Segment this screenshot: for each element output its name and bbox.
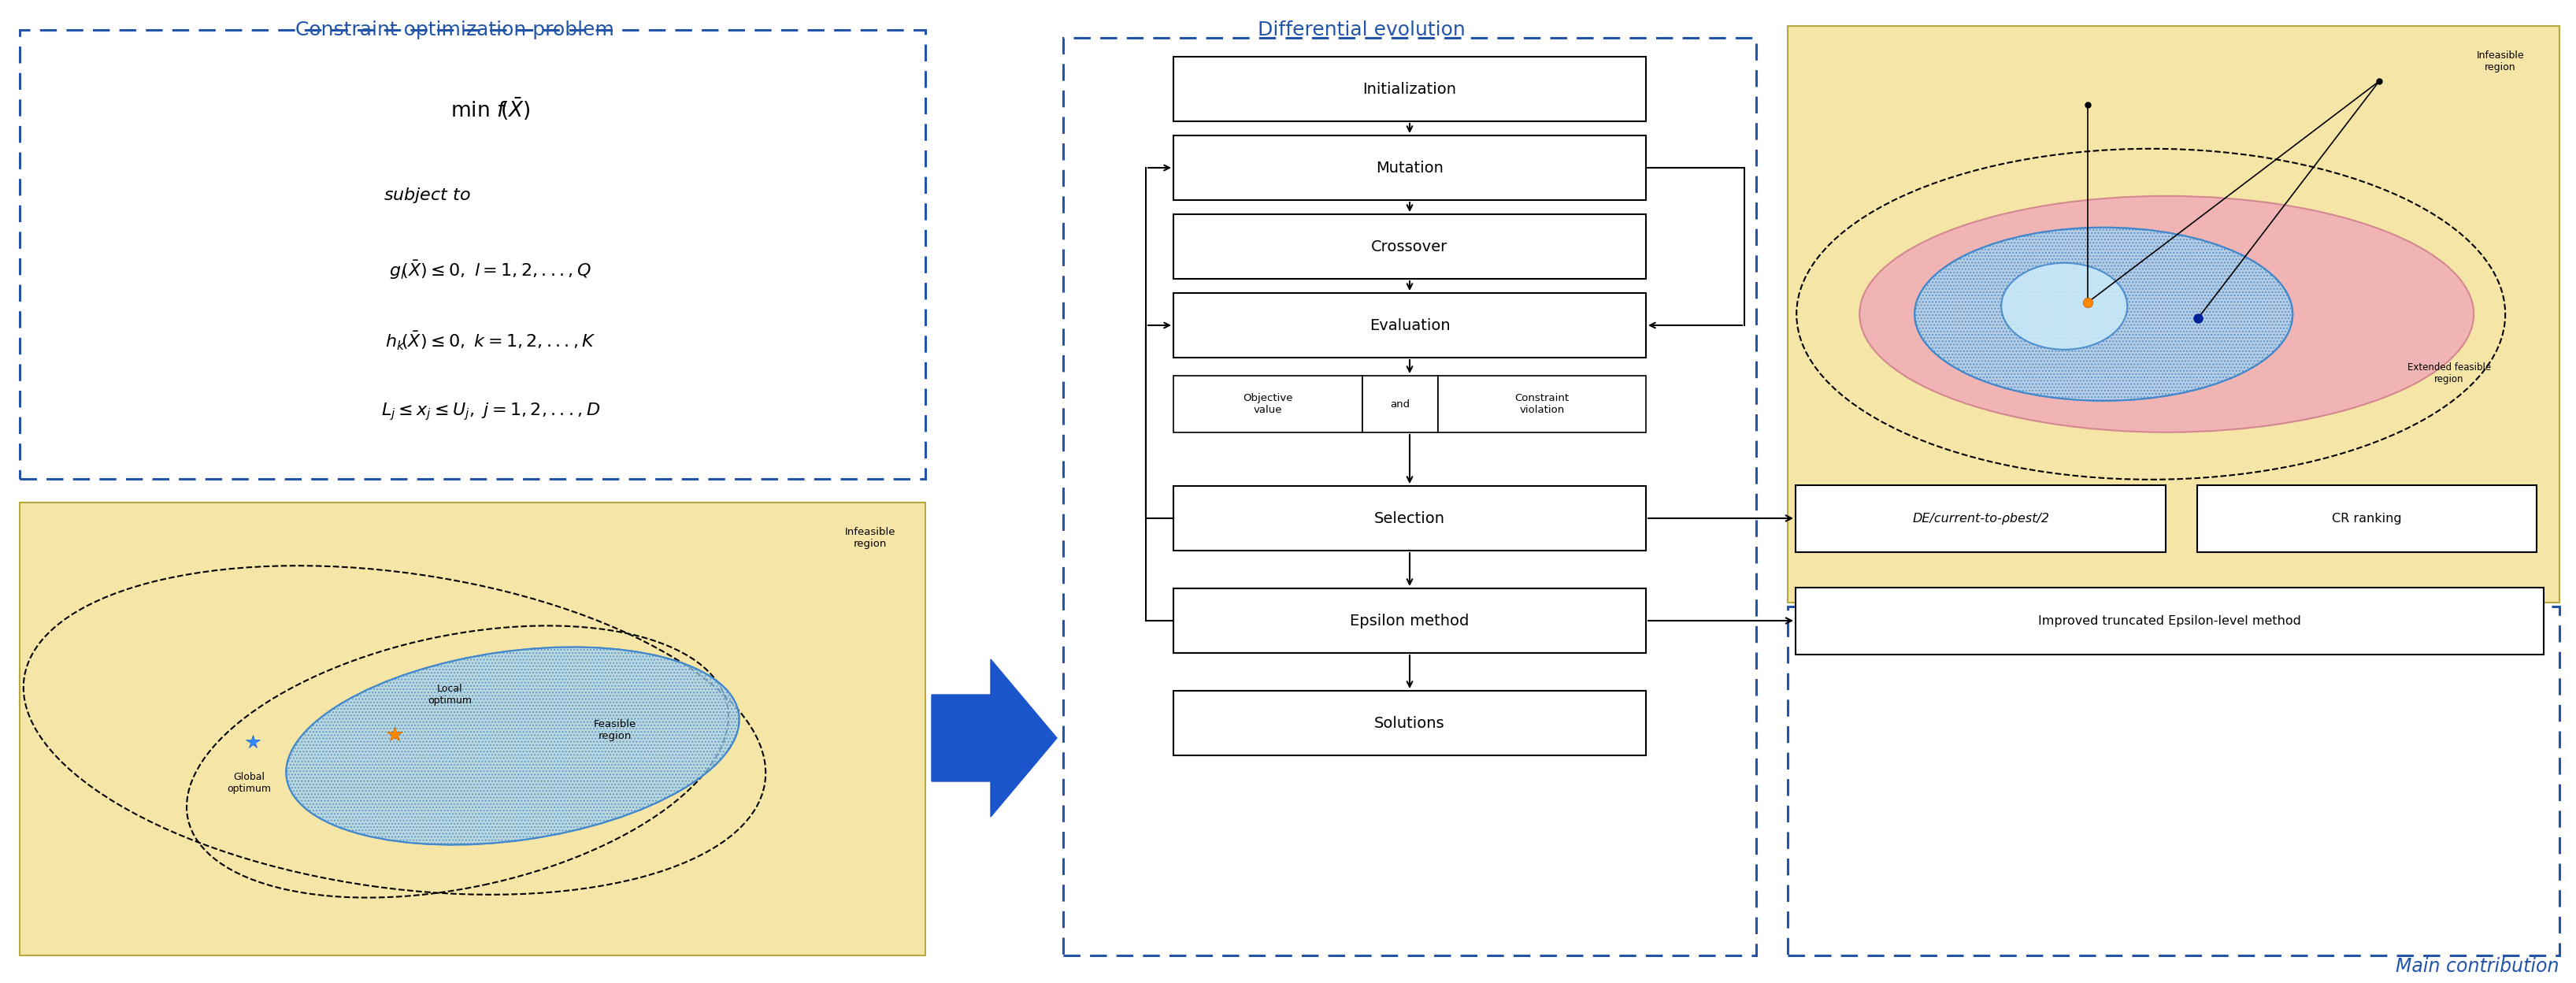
Bar: [21, 29, 925, 479]
Text: $g_l\!\left(\bar{X}\right)\leq 0,\ l=1,2,...,Q$: $g_l\!\left(\bar{X}\right)\leq 0,\ l=1,2…: [389, 259, 592, 281]
Bar: [1175, 691, 1646, 755]
Text: Constraint
violation: Constraint violation: [1515, 393, 1569, 415]
Bar: [1437, 376, 1646, 433]
Text: Selection: Selection: [1373, 511, 1445, 526]
Bar: [2197, 485, 2537, 551]
Bar: [1788, 607, 2561, 955]
Bar: [1175, 293, 1646, 358]
Text: $h_k\!\left(\bar{X}\right)\leq 0,\ k=1,2,...,K$: $h_k\!\left(\bar{X}\right)\leq 0,\ k=1,2…: [386, 330, 595, 352]
Text: CR ranking: CR ranking: [2331, 512, 2401, 524]
Bar: [1175, 57, 1646, 121]
Bar: [21, 502, 925, 955]
Ellipse shape: [2002, 262, 2128, 350]
Text: Constraint optimization problem: Constraint optimization problem: [296, 21, 613, 39]
Text: Solutions: Solutions: [1376, 716, 1445, 730]
Bar: [1795, 485, 2166, 551]
Bar: [1064, 37, 1757, 955]
Text: Initialization: Initialization: [1363, 82, 1455, 96]
Text: Local
optimum: Local optimum: [428, 684, 471, 706]
Text: Epsilon method: Epsilon method: [1350, 613, 1468, 628]
Bar: [1175, 136, 1646, 201]
Text: $\mathrm{min}\ f\!\left(\bar{X}\right)$: $\mathrm{min}\ f\!\left(\bar{X}\right)$: [451, 95, 531, 122]
Bar: [1788, 26, 2561, 603]
Text: Extended feasible
region: Extended feasible region: [2409, 362, 2491, 384]
Polygon shape: [933, 660, 1056, 817]
Text: Infeasible
region: Infeasible region: [2476, 50, 2524, 73]
Ellipse shape: [1860, 196, 2473, 433]
Text: DE/current-to-ρbest/2: DE/current-to-ρbest/2: [1911, 512, 2050, 524]
Text: Global
optimum: Global optimum: [227, 772, 270, 794]
Bar: [1363, 376, 1437, 433]
Text: and: and: [1391, 399, 1409, 409]
Ellipse shape: [286, 647, 739, 844]
Text: Feasible
region: Feasible region: [592, 720, 636, 741]
Bar: [1175, 589, 1646, 653]
Text: Main contribution: Main contribution: [2396, 957, 2561, 976]
Text: Differential evolution: Differential evolution: [1257, 21, 1466, 39]
Text: $L_j\leq x_j\leq U_j,\ j=1,2,...,D$: $L_j\leq x_j\leq U_j,\ j=1,2,...,D$: [381, 401, 600, 423]
Text: $subject\ to$: $subject\ to$: [384, 186, 471, 204]
Bar: [1175, 214, 1646, 279]
Text: Objective
value: Objective value: [1242, 393, 1293, 415]
Text: Infeasible
region: Infeasible region: [845, 527, 896, 549]
Text: Improved truncated Epsilon-level method: Improved truncated Epsilon-level method: [2038, 614, 2300, 626]
Text: Evaluation: Evaluation: [1370, 318, 1450, 333]
Bar: [1175, 376, 1363, 433]
Text: Crossover: Crossover: [1370, 239, 1448, 254]
Ellipse shape: [1914, 227, 2293, 401]
Bar: [1795, 587, 2543, 654]
Text: Mutation: Mutation: [1376, 160, 1443, 175]
Bar: [1175, 486, 1646, 550]
